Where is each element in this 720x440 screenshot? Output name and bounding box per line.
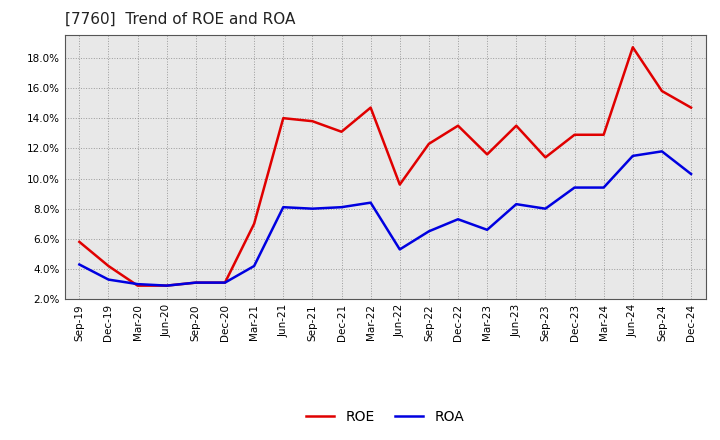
ROE [570, 132, 579, 137]
ROE [599, 132, 608, 137]
ROE [308, 118, 317, 124]
ROA [512, 202, 521, 207]
ROE [629, 44, 637, 50]
ROE [425, 141, 433, 147]
ROE [250, 221, 258, 227]
ROE [220, 280, 229, 285]
ROA [687, 171, 696, 176]
ROE [279, 116, 287, 121]
Line: ROA: ROA [79, 151, 691, 286]
ROE [687, 105, 696, 110]
ROE [337, 129, 346, 134]
ROA [599, 185, 608, 190]
ROA [395, 247, 404, 252]
Line: ROE: ROE [79, 47, 691, 286]
ROA [541, 206, 550, 211]
ROA [366, 200, 375, 205]
ROA [657, 149, 666, 154]
ROE [104, 264, 113, 269]
ROA [454, 216, 462, 222]
ROA [163, 283, 171, 288]
ROE [483, 152, 492, 157]
ROE [395, 182, 404, 187]
ROA [104, 277, 113, 282]
ROA [425, 229, 433, 234]
ROA [337, 205, 346, 210]
ROA [133, 282, 142, 287]
ROA [220, 280, 229, 285]
ROA [250, 264, 258, 269]
ROA [570, 185, 579, 190]
ROE [133, 283, 142, 288]
ROA [629, 153, 637, 158]
ROE [512, 123, 521, 128]
ROE [75, 239, 84, 245]
ROE [366, 105, 375, 110]
ROA [483, 227, 492, 232]
ROA [279, 205, 287, 210]
Legend: ROE, ROA: ROE, ROA [301, 404, 469, 429]
ROE [163, 283, 171, 288]
ROE [541, 155, 550, 160]
ROA [192, 280, 200, 285]
ROE [657, 88, 666, 94]
ROA [308, 206, 317, 211]
ROE [192, 280, 200, 285]
ROA [75, 262, 84, 267]
Text: [7760]  Trend of ROE and ROA: [7760] Trend of ROE and ROA [65, 12, 295, 27]
ROE [454, 123, 462, 128]
